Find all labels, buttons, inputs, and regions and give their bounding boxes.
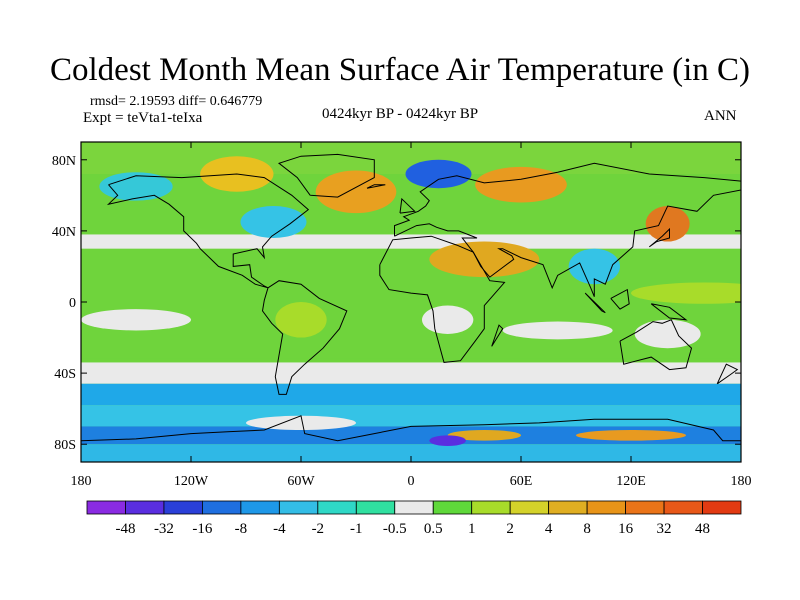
coastline [277,153,375,198]
lon-label: 60E [510,474,533,489]
colorbar-swatch [278,500,319,515]
colorbar-swatch [663,500,703,515]
temperature-band [81,362,741,384]
period-label: 0424kyr BP - 0424kyr BP [322,106,479,122]
lat-label: 80N [52,154,76,169]
temperature-anomaly-region [631,282,741,304]
coastline [716,363,739,385]
lon-label: 120E [616,474,646,489]
colorbar-swatch [163,500,203,515]
colorbar-label: -16 [192,521,212,537]
map-field [81,142,741,462]
coastline [366,184,386,189]
colorbar: -48 -32 -16 -8 -4 -2 -1 -0.5 0.5 1 2 4 8 16 32 48 [86,500,742,537]
colorbar-swatch [702,500,742,515]
temperature-anomaly-region [405,159,472,189]
temperature-anomaly-region [447,430,521,441]
colorbar-label: -0.5 [383,521,407,537]
colorbar-label: 32 [657,521,672,537]
colorbar-swatch [625,500,665,515]
lon-label: 180 [71,474,92,489]
colorbar-swatch [125,500,165,515]
colorbar-label: 16 [618,521,634,537]
stats-label: rmsd= 2.19593 diff= 0.646779 [90,94,263,109]
lat-label: 0 [69,296,76,311]
temperature-band [81,405,741,427]
colorbar-label: 0.5 [424,521,443,537]
lon-label: 0 [408,474,415,489]
temperature-anomaly-region [99,172,173,201]
temperature-anomaly-region [315,170,397,214]
coastline [106,173,310,289]
season-label: ANN [704,108,737,124]
temperature-anomaly-region [576,430,686,441]
temperature-anomaly-region [422,305,474,334]
temperature-anomaly-region [475,166,567,203]
temperature-anomaly-region [81,309,191,331]
colorbar-swatch [317,500,357,515]
lat-label: 40N [52,225,76,240]
colorbar-swatch [86,500,126,515]
map-title: Coldest Month Mean Surface Air Temperatu… [50,52,750,88]
temperature-band [81,383,741,406]
temperature-anomaly-region [568,248,620,285]
lat-label: 80S [54,438,76,453]
temperature-anomaly-region [429,435,466,446]
coastline [610,288,630,310]
coastline [491,324,504,347]
coastline [261,280,348,395]
coastline [584,292,606,314]
coastline [399,197,416,214]
temperature-anomaly-region [634,319,701,349]
lon-label: 180 [731,474,752,489]
coastline [81,415,741,442]
temperature-anomaly-region [645,206,690,242]
coastlines [81,153,741,442]
colorbar-swatch [240,500,280,515]
lon-label: 60W [287,474,315,489]
colorbar-swatch [432,500,473,515]
colorbar-label: 8 [583,521,591,537]
temperature-anomaly-region [275,302,327,338]
colorbar-label: 2 [506,521,514,537]
temperature-band [81,444,741,462]
colorbar-label: -8 [235,521,248,537]
axes: 80N 40N 0 40S 80S 180 120W 60W 0 60E 120E 180 [52,142,752,489]
coastline [648,227,670,248]
colorbar-swatch [355,500,396,515]
temperature-band [81,337,741,359]
coastline [379,235,506,363]
colorbar-swatch [394,500,434,515]
experiment-label: Expt = teVta1-teIxa [83,110,203,126]
colorbar-label: -1 [350,521,363,537]
colorbar-swatch [548,500,588,515]
colorbar-swatch [586,500,626,515]
colorbar-label: -2 [312,521,325,537]
colorbar-swatch [202,500,242,515]
lon-label: 120W [174,474,209,489]
temperature-anomaly-region [502,321,613,340]
temperature-anomaly-region [240,206,307,238]
colorbar-label: 4 [545,521,553,537]
colorbar-swatch [471,500,511,515]
colorbar-label: 1 [468,521,476,537]
coastline [650,303,688,321]
colorbar-label: -48 [115,521,135,537]
colorbar-swatch [509,500,550,515]
coastline [394,162,741,297]
lat-label: 40S [54,367,76,382]
coastline [619,319,693,371]
temperature-anomaly-region [429,241,540,278]
colorbar-label: -32 [154,521,174,537]
colorbar-label: -4 [273,521,286,537]
temperature-band [81,234,741,249]
colorbar-label: 48 [695,521,710,537]
